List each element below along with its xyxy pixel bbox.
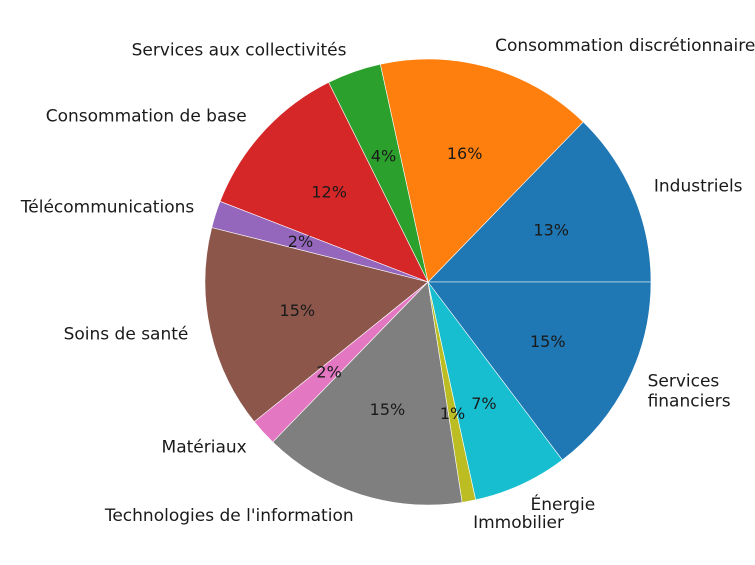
slice-soins-de-sante (204, 227, 429, 423)
pie-slices (204, 58, 652, 506)
label-materiaux: Matériaux (162, 437, 247, 457)
label-energie: Énergie (531, 493, 596, 515)
percent-label-consommation-discretionnaire: 16% (447, 144, 483, 163)
label-soins-de-sante: Soins de santé (64, 324, 189, 344)
slice-consommation-de-base (219, 81, 429, 283)
label-services-financiers: Services financiers (648, 371, 731, 411)
slice-industriels (427, 121, 652, 283)
slice-technologies-de-l-information (272, 281, 463, 506)
slice-labels: Industriels Consommation discrétionnaire S… (20, 36, 755, 533)
percent-label-soins-de-sante: 15% (280, 301, 316, 320)
percent-label-technologies-de-l-information: 15% (370, 400, 406, 419)
percent-label-telecommunications: 2% (288, 232, 313, 251)
label-consommation-de-base: Consommation de base (46, 107, 247, 127)
label-telecommunications: Télécommunications (20, 198, 195, 218)
percent-label-consommation-de-base: 12% (311, 182, 347, 201)
percent-label-immobilier: 1% (440, 404, 465, 423)
percent-label-materiaux: 2% (316, 363, 341, 382)
slice-services-financiers (427, 281, 652, 461)
percent-labels: 13% 16% 4% 12% 2% 15% 2% 15% 1% 7% 15% (280, 144, 569, 423)
percent-label-industriels: 13% (533, 220, 569, 239)
label-technologies-de-l-information: Technologies de l'information (104, 506, 354, 526)
slice-consommation-discretionnaire (379, 58, 584, 283)
percent-label-services-aux-collectivites: 4% (371, 146, 396, 165)
percent-label-services-financiers: 15% (530, 332, 566, 351)
label-services-aux-collectivites: Services aux collectivités (132, 41, 347, 61)
label-industriels: Industriels (654, 176, 743, 196)
label-immobilier: Immobilier (473, 513, 564, 533)
percent-label-energie: 7% (471, 394, 496, 413)
label-consommation-discretionnaire: Consommation discrétionnaire (495, 36, 755, 56)
